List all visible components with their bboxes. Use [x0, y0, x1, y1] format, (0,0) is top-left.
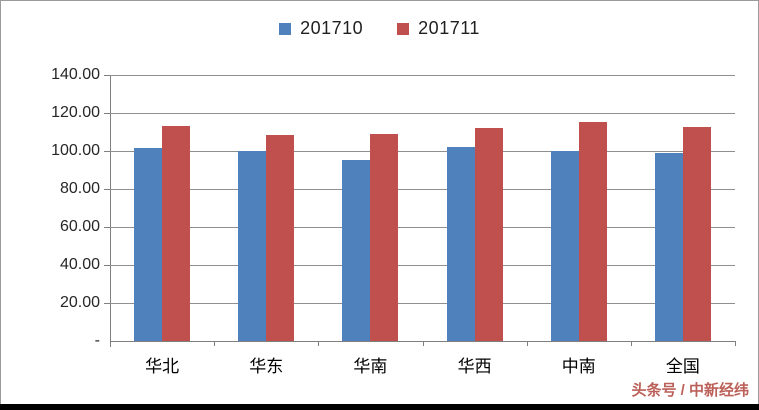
- bar-201710-华西: [446, 147, 475, 341]
- x-axis-label: 华北: [145, 357, 180, 376]
- y-axis-label: 80.00: [59, 180, 100, 197]
- y-axis-label: -: [94, 332, 100, 349]
- gridline: [110, 151, 735, 152]
- legend-label: 201711: [418, 18, 480, 38]
- y-axis-label: 100.00: [51, 142, 100, 159]
- x-axis-tick: [735, 341, 736, 346]
- x-axis-label: 华西: [457, 357, 492, 376]
- y-axis-tick: [104, 75, 110, 76]
- legend-item: 201710: [279, 18, 363, 39]
- y-axis-label: 120.00: [51, 104, 100, 121]
- y-axis-label: 40.00: [59, 256, 100, 273]
- x-axis-tick: [318, 341, 320, 346]
- legend-swatch: [279, 22, 292, 35]
- legend-label: 201710: [300, 18, 364, 38]
- legend-item: 201711: [397, 18, 480, 39]
- bar-201711-中南: [578, 121, 607, 341]
- gridline: [110, 189, 735, 190]
- bar-201711-华北: [162, 126, 191, 341]
- y-axis-tick: [104, 227, 110, 228]
- bar-201710-华南: [342, 159, 371, 341]
- bar-201710-华东: [238, 151, 267, 341]
- y-axis-label: 140.00: [51, 66, 100, 83]
- y-axis-tick: [104, 265, 110, 266]
- x-axis-label: 华南: [353, 357, 388, 376]
- gridline: [110, 265, 735, 266]
- chart-legend: 201710 201711: [0, 18, 759, 39]
- bar-201711-华东: [266, 134, 295, 341]
- x-axis-tick: [422, 341, 424, 346]
- gridline: [110, 227, 735, 228]
- watermark-text: 头条号 / 中新经纬: [631, 382, 749, 399]
- bottom-border-strip: [0, 404, 759, 410]
- bar-201710-华北: [134, 148, 163, 341]
- x-axis-tick: [526, 341, 528, 346]
- legend-swatch: [397, 22, 410, 35]
- y-axis-tick: [104, 113, 110, 114]
- y-axis-tick: [104, 303, 110, 304]
- x-axis-label: 中南: [561, 357, 596, 376]
- plot-area: [104, 75, 735, 341]
- bar-201711-华南: [370, 133, 399, 341]
- bar-201711-华西: [474, 127, 503, 341]
- x-axis-tick: [110, 341, 111, 346]
- bar-201711-全国: [682, 127, 711, 341]
- gridline: [110, 113, 735, 114]
- bar-201710-中南: [550, 150, 579, 341]
- bar-201710-全国: [654, 152, 683, 341]
- gridline: [110, 75, 735, 76]
- x-axis-tick: [630, 341, 632, 346]
- x-axis-label: 华东: [249, 357, 284, 376]
- y-axis-tick: [104, 189, 110, 190]
- x-axis-tick: [214, 341, 216, 346]
- gridline: [110, 303, 735, 304]
- y-axis-tick: [104, 151, 110, 152]
- y-axis: [110, 75, 111, 347]
- y-axis-label: 60.00: [59, 218, 100, 235]
- y-axis-label: 20.00: [59, 294, 100, 311]
- x-axis-label: 全国: [665, 357, 700, 376]
